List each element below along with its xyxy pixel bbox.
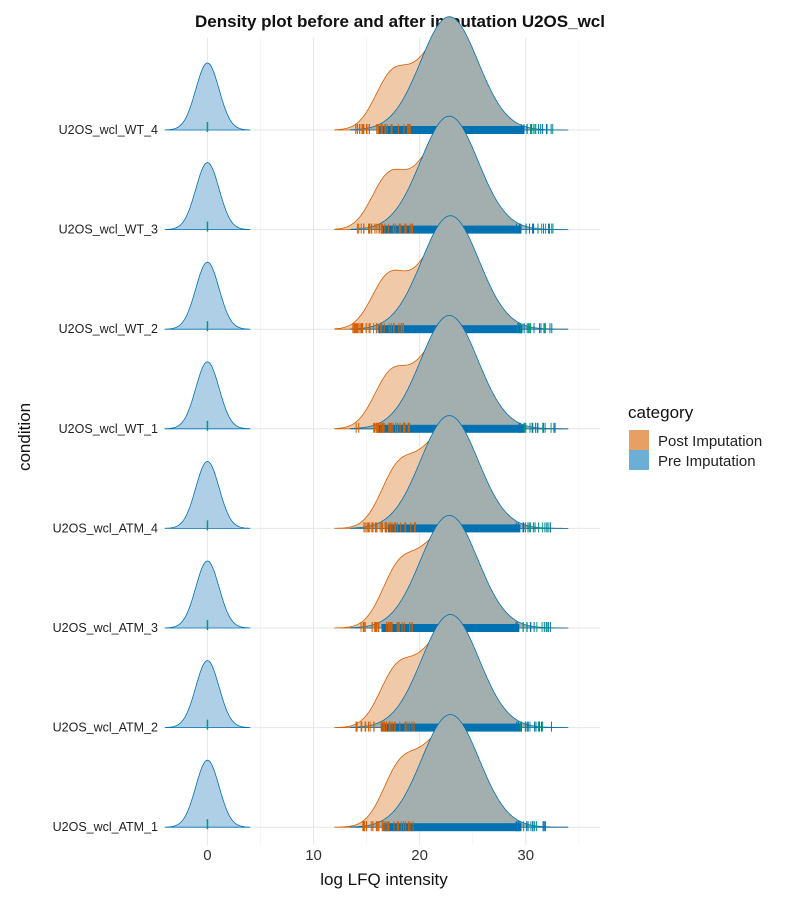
- y-tick-label: U2OS_wcl_ATM_3: [53, 621, 158, 635]
- ridge-U2OS_wcl_WT_4: [164, 16, 600, 134]
- legend-label-post: Post Imputation: [658, 433, 762, 450]
- pre-imputation-density: [350, 515, 569, 629]
- pre-imputation-density: [350, 16, 569, 131]
- y-tick-label: U2OS_wcl_ATM_1: [53, 820, 158, 834]
- pre-imputation-density: [350, 215, 569, 330]
- y-tick-label: U2OS_wcl_WT_1: [59, 422, 158, 436]
- x-tick-label: 10: [305, 847, 322, 864]
- legend-swatch-pre: [629, 450, 649, 470]
- imputed-density: [164, 361, 251, 430]
- y-axis-label: condition: [15, 403, 34, 471]
- ridge-U2OS_wcl_ATM_3: [164, 515, 600, 632]
- imputed-density: [164, 62, 251, 131]
- imputed-density: [164, 660, 251, 728]
- x-tick-label: 30: [517, 847, 534, 864]
- imputed-density: [164, 759, 251, 828]
- imputed-density: [164, 460, 251, 529]
- y-tick-label: U2OS_wcl_ATM_4: [53, 521, 158, 535]
- legend-title: category: [628, 403, 694, 422]
- pre-imputation-density: [350, 614, 569, 728]
- ridge-U2OS_wcl_ATM_4: [164, 415, 600, 533]
- y-tick-label: U2OS_wcl_WT_2: [59, 322, 158, 336]
- y-tick-label: U2OS_wcl_WT_3: [59, 223, 158, 237]
- pre-imputation-density: [350, 415, 569, 529]
- x-tick-labels: 0 10 20 30: [203, 847, 534, 864]
- y-tick-label: U2OS_wcl_WT_4: [59, 123, 158, 137]
- y-tick-labels: U2OS_wcl_WT_4 U2OS_wcl_WT_3 U2OS_wcl_WT_2 U…: [53, 123, 158, 834]
- ridge-U2OS_wcl_ATM_1: [164, 714, 600, 832]
- rug-dense: [383, 823, 522, 832]
- imputed-density: [164, 261, 251, 330]
- ridge-U2OS_wcl_ATM_2: [164, 614, 600, 732]
- y-tick-label: U2OS_wcl_ATM_2: [53, 721, 158, 735]
- x-tick-label: 20: [411, 847, 428, 864]
- x-tick-label: 0: [203, 847, 211, 864]
- legend: category Post Imputation Pre Imputation: [628, 403, 762, 470]
- legend-swatch-post: [629, 430, 649, 450]
- legend-label-pre: Pre Imputation: [658, 453, 756, 470]
- ridges: [164, 16, 600, 832]
- imputed-density: [164, 560, 251, 629]
- x-axis-label: log LFQ intensity: [320, 870, 448, 889]
- chart-title: Density plot before and after imputation…: [195, 12, 605, 31]
- imputed-density: [164, 162, 251, 230]
